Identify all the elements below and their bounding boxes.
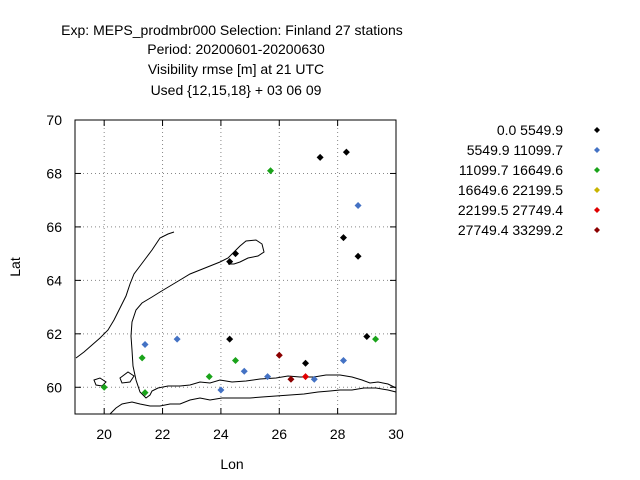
plot-frame — [74, 119, 397, 415]
coastline-west — [75, 231, 175, 359]
data-point-s0-1 — [342, 148, 350, 156]
data-point-s0-7 — [363, 332, 371, 340]
data-point-s1-5 — [217, 386, 225, 394]
data-point-s2-0 — [267, 167, 275, 175]
axes: 20 22 24 26 28 30 60 62 64 66 68 70 — [46, 112, 404, 442]
title-line-2: Period: 20200601-20200630 — [147, 41, 325, 57]
data-point-s1-6 — [310, 375, 318, 383]
x-tick-label-4: 28 — [330, 426, 346, 442]
legend: 0.0 5549.9 5549.9 11099.7 11099.7 16649.6 1… — [458, 122, 600, 238]
x-tick-label-0: 20 — [96, 426, 112, 442]
legend-marker-4 — [594, 207, 600, 213]
data-point-s2-1 — [138, 354, 146, 362]
data-point-s0-8 — [302, 359, 310, 367]
data-point-s0-3 — [226, 258, 234, 266]
data-point-s0-0 — [316, 153, 324, 161]
data-point-s0-5 — [354, 252, 362, 260]
legend-label-5: 27749.4 33299.2 — [458, 222, 563, 238]
legend-marker-1 — [594, 147, 600, 153]
data-point-s0-2 — [232, 250, 239, 258]
data-point-s0-6 — [226, 335, 234, 343]
data-point-s1-0 — [354, 202, 362, 210]
legend-label-0: 0.0 5549.9 — [497, 122, 563, 138]
legend-marker-2 — [594, 167, 600, 173]
data-point-s5-1 — [287, 375, 295, 383]
data-point-s1-7 — [339, 357, 347, 365]
data-point-s2-2 — [141, 389, 149, 397]
y-tick-label-0: 60 — [46, 379, 62, 395]
chart-title: Exp: MEPS_prodmbr000 Selection: Finland … — [61, 22, 403, 98]
coastline-map — [75, 231, 397, 415]
legend-label-3: 16649.6 22199.5 — [458, 182, 563, 198]
coastline-east — [130, 239, 397, 399]
legend-label-1: 5549.9 11099.7 — [467, 142, 563, 158]
y-tick-label-2: 64 — [46, 272, 62, 288]
data-point-s5-0 — [275, 351, 283, 359]
coastline-islands — [93, 371, 135, 387]
title-line-3: Visibility rmse [m] at 21 UTC — [148, 61, 324, 77]
x-tick-label-5: 30 — [388, 426, 404, 442]
legend-marker-5 — [594, 227, 600, 233]
coastline-south — [109, 387, 397, 415]
y-tick-label-5: 70 — [46, 112, 62, 128]
data-point-s1-3 — [240, 367, 248, 375]
data-point-s2-4 — [205, 373, 213, 381]
data-point-s1-2 — [173, 335, 181, 343]
legend-marker-0 — [594, 127, 600, 133]
data-point-s2-5 — [232, 357, 239, 365]
data-points — [100, 148, 380, 397]
legend-marker-3 — [594, 187, 600, 193]
y-axis-label: Lat — [7, 257, 23, 277]
title-line-1: Exp: MEPS_prodmbr000 Selection: Finland … — [61, 22, 403, 38]
y-tick-label-3: 66 — [46, 219, 62, 235]
x-axis-label: Lon — [220, 456, 243, 472]
data-point-s1-1 — [141, 341, 149, 349]
data-point-s2-3 — [100, 383, 108, 391]
x-tick-label-3: 26 — [271, 426, 287, 442]
legend-label-4: 22199.5 27749.4 — [458, 202, 563, 218]
x-tick-label-1: 22 — [155, 426, 171, 442]
data-point-s1-4 — [264, 373, 272, 381]
x-tick-label-2: 24 — [213, 426, 229, 442]
grid-lines — [75, 120, 396, 414]
y-tick-label-1: 62 — [46, 326, 62, 342]
data-point-s0-4 — [339, 234, 347, 242]
legend-label-2: 11099.7 16649.6 — [459, 162, 563, 178]
data-point-s2-6 — [372, 335, 380, 343]
y-tick-label-4: 68 — [46, 165, 62, 181]
data-point-s4-0 — [302, 373, 310, 381]
title-line-4: Used {12,15,18} + 03 06 09 — [151, 82, 322, 98]
